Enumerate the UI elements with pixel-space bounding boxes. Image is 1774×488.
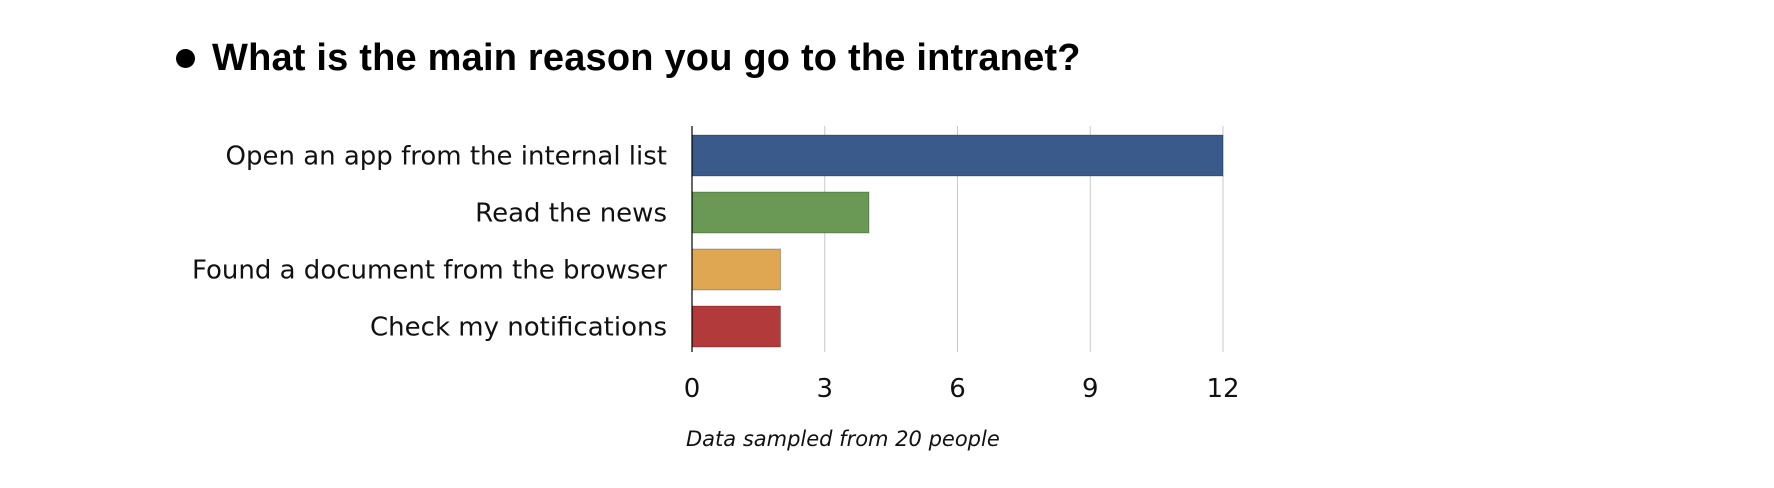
bar-1 [691, 191, 870, 234]
question-text: What is the main reason you go to the in… [212, 36, 1081, 79]
bullet-icon [176, 48, 195, 68]
category-label-3: Check my notifications [370, 313, 667, 343]
chart-footnote: Data sampled from 20 people [686, 427, 1000, 451]
bar-0 [691, 134, 1224, 177]
bar-3 [691, 305, 781, 348]
x-tick-label-1: 3 [816, 374, 833, 404]
category-label-2: Found a document from the browser [192, 256, 667, 286]
x-tick-label-2: 6 [949, 374, 966, 404]
question-heading: What is the main reason you go to the in… [176, 32, 1081, 84]
x-tick-label-4: 12 [1206, 374, 1239, 404]
category-label-1: Read the news [475, 199, 667, 229]
x-tick-label-0: 0 [684, 374, 701, 404]
x-tick-label-3: 9 [1082, 374, 1099, 404]
category-label-0: Open an app from the internal list [225, 142, 667, 172]
bar-2 [691, 248, 781, 291]
